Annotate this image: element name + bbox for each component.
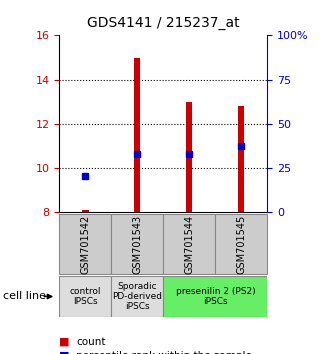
Bar (163, 276, 267, 317)
Text: cell line: cell line (3, 291, 46, 302)
Bar (82, 210, 88, 212)
Text: GSM701542: GSM701542 (81, 215, 90, 274)
Text: presenilin 2 (PS2)
iPSCs: presenilin 2 (PS2) iPSCs (176, 287, 255, 306)
Text: percentile rank within the sample: percentile rank within the sample (76, 351, 252, 354)
Text: Sporadic
PD-derived
iPSCs: Sporadic PD-derived iPSCs (112, 281, 162, 312)
Bar (238, 106, 245, 212)
Bar (59, 276, 112, 317)
Title: GDS4141 / 215237_at: GDS4141 / 215237_at (87, 16, 240, 30)
Bar (186, 102, 192, 212)
Text: control
IPSCs: control IPSCs (70, 287, 101, 306)
Bar (134, 57, 141, 212)
Text: ■: ■ (59, 351, 70, 354)
Bar (59, 214, 112, 274)
Bar (215, 214, 267, 274)
Text: GSM701544: GSM701544 (184, 215, 194, 274)
Bar (112, 276, 163, 317)
Bar (163, 214, 215, 274)
Text: ■: ■ (59, 337, 70, 347)
Text: GSM701545: GSM701545 (236, 215, 246, 274)
Bar (112, 214, 163, 274)
Text: count: count (76, 337, 105, 347)
Text: GSM701543: GSM701543 (132, 215, 142, 274)
